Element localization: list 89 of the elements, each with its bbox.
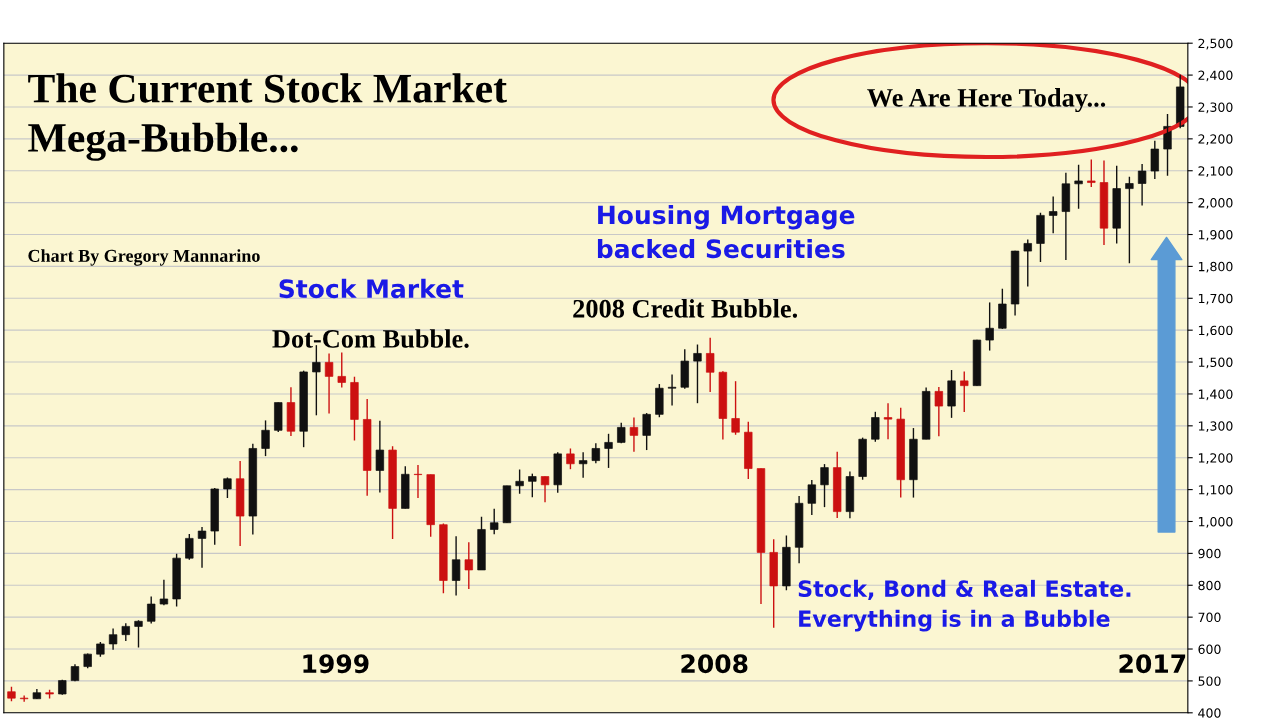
annotation: Stock, Bond & Real Estate. Everything is in a Bubble xyxy=(798,579,1131,632)
candlestick xyxy=(502,485,512,524)
candlestick xyxy=(731,380,740,436)
y-tick-label: 700 xyxy=(1198,612,1221,623)
annotation: 2017 xyxy=(1119,654,1186,674)
candlestick xyxy=(820,463,829,508)
candlestick xyxy=(782,534,791,592)
y-tick-label: 2,200 xyxy=(1198,134,1233,146)
y-tick-label: 1,400 xyxy=(1198,389,1233,401)
candlestick xyxy=(1036,212,1045,263)
candlestick xyxy=(147,595,156,625)
candlestick xyxy=(604,433,613,469)
candlestick xyxy=(553,451,562,494)
y-tick-label: 1,800 xyxy=(1198,261,1233,273)
candlestick xyxy=(439,522,448,594)
candlestick xyxy=(883,402,893,440)
candlestick xyxy=(477,516,486,571)
y-tick-label: 400 xyxy=(1198,708,1221,718)
candlestick xyxy=(680,348,689,390)
candlestick xyxy=(947,369,956,419)
y-tick-label: 800 xyxy=(1198,580,1221,591)
candlestick xyxy=(1023,238,1032,288)
candlestick xyxy=(350,376,359,442)
y-tick-label: 1,200 xyxy=(1198,453,1233,464)
annotation: Stock Market xyxy=(279,278,464,299)
candlestick xyxy=(1125,176,1134,264)
y-tick-label: 1,000 xyxy=(1198,516,1233,528)
candlestick xyxy=(401,465,410,510)
y-tick-label: 1,300 xyxy=(1198,421,1233,433)
candlestick xyxy=(159,579,169,607)
candlestick xyxy=(299,369,308,448)
annotation: Chart By Gregory Mannarino xyxy=(28,249,260,266)
candlestick xyxy=(528,472,537,498)
candlestick xyxy=(1049,195,1058,234)
annotation: Dot-Com Bubble. xyxy=(272,329,469,348)
annotation: We Are Here Today... xyxy=(867,88,1106,113)
candlestick xyxy=(998,288,1007,330)
candlestick xyxy=(1074,163,1083,210)
candlestick xyxy=(896,406,905,499)
candlestick xyxy=(871,411,880,443)
text: The Current Stock Market Mega-Bubble... xyxy=(28,73,507,161)
candlestick xyxy=(566,447,575,470)
candlestick xyxy=(1112,164,1121,245)
y-tick-label: 2,000 xyxy=(1198,198,1233,209)
candlestick xyxy=(172,552,181,608)
y-tick-label: 2,100 xyxy=(1198,166,1233,177)
candlestick xyxy=(108,627,118,651)
y-tick-label: 1,100 xyxy=(1198,485,1233,496)
y-tick-label: 2,300 xyxy=(1198,102,1233,114)
y-tick-label: 500 xyxy=(1198,676,1221,686)
candlestick xyxy=(1087,158,1096,188)
candlestick xyxy=(744,420,753,480)
candlestick xyxy=(223,476,232,499)
candlestick xyxy=(388,445,397,540)
candlestick xyxy=(960,370,969,413)
annotation: 2008 Credit Bubble. xyxy=(573,299,798,318)
y-tick-label: 2,400 xyxy=(1198,70,1233,82)
candlestick xyxy=(617,421,626,445)
candlestick xyxy=(426,473,435,538)
annotation: 2008 xyxy=(681,654,748,674)
y-tick-label: 1,900 xyxy=(1198,229,1233,241)
candlestick xyxy=(185,533,194,561)
candlestick xyxy=(693,343,702,404)
candlestick xyxy=(337,351,346,389)
candlestick xyxy=(261,419,270,457)
candlestick xyxy=(515,468,524,495)
candlestick xyxy=(642,412,651,451)
candlestick xyxy=(985,301,994,352)
y-tick-label: 600 xyxy=(1198,644,1221,654)
candlestick xyxy=(769,538,778,629)
candlestick xyxy=(490,508,499,535)
candlestick xyxy=(833,450,842,519)
candlestick xyxy=(210,487,219,546)
candlestick xyxy=(464,541,473,590)
y-tick-label: 900 xyxy=(1198,548,1221,559)
annotation: Housing Mortgage backed Securities xyxy=(597,204,855,259)
candlestick xyxy=(667,373,677,407)
annotation: 1999 xyxy=(303,654,369,674)
candlestick xyxy=(274,401,283,433)
y-tick-label: 2,500 xyxy=(1198,38,1233,50)
candlestick xyxy=(909,427,918,499)
y-tick-label: 1,600 xyxy=(1198,325,1233,337)
candlestick xyxy=(1137,163,1147,207)
y-tick-label: 1,500 xyxy=(1198,357,1233,369)
candlestick xyxy=(858,436,867,481)
candlestick xyxy=(20,694,29,703)
candlestick xyxy=(655,383,664,418)
candlestick xyxy=(134,619,143,649)
y-tick-label: 1,700 xyxy=(1198,293,1233,305)
